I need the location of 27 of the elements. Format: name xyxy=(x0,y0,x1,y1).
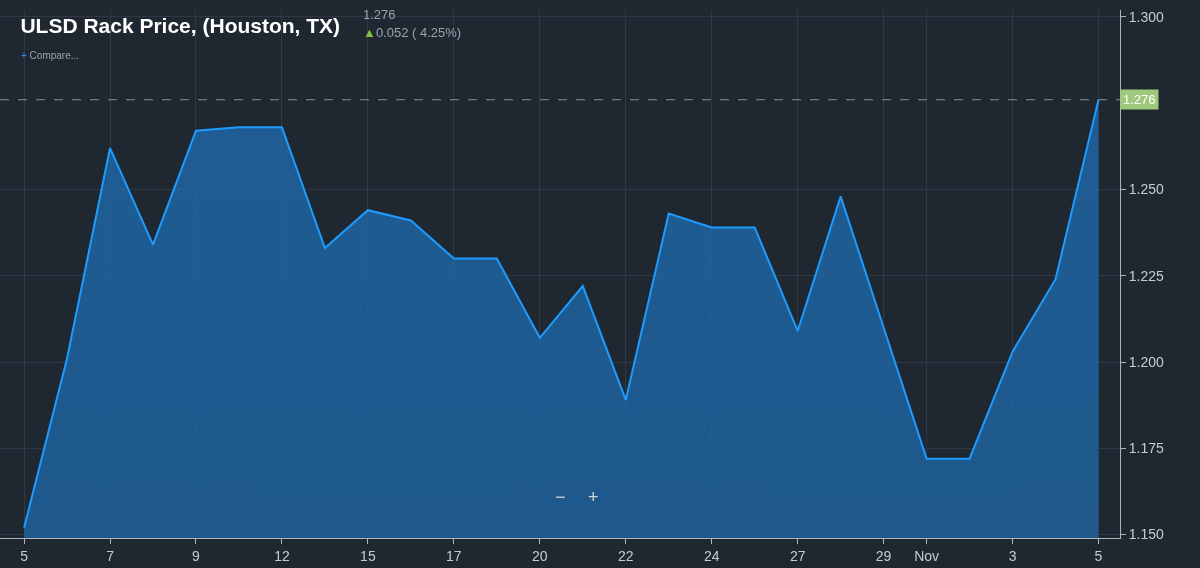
x-tick-label: 5 xyxy=(20,547,29,564)
x-tick-label: 22 xyxy=(617,547,634,564)
x-tick-label: 9 xyxy=(192,547,201,564)
ref-line-label: 1.276 xyxy=(1123,92,1156,107)
x-tick-label: 29 xyxy=(875,547,892,564)
y-tick-label: 1.175 xyxy=(1128,440,1165,457)
x-tick-label: 3 xyxy=(1008,547,1017,564)
y-tick-label: 1.200 xyxy=(1128,353,1165,370)
x-tick-label: 24 xyxy=(703,547,720,564)
annotation: − xyxy=(555,487,566,507)
y-tick-label: 1.250 xyxy=(1128,181,1165,198)
annotation: 1.276 xyxy=(363,7,396,22)
x-tick-label: 5 xyxy=(1094,547,1103,564)
y-tick-label: 1.300 xyxy=(1128,8,1165,25)
x-tick-label: 15 xyxy=(360,547,376,564)
annotation: + Compare... xyxy=(21,50,80,61)
y-tick-label: 1.225 xyxy=(1128,267,1165,284)
x-tick-label: 17 xyxy=(446,547,462,564)
x-tick-label: 7 xyxy=(106,547,115,564)
chart-title: ULSD Rack Price, (Houston, TX) xyxy=(20,13,341,37)
y-tick-label: 1.150 xyxy=(1128,526,1165,543)
x-tick-label: Nov xyxy=(914,547,940,564)
x-tick-label: 12 xyxy=(274,547,290,564)
x-tick-label: 27 xyxy=(789,547,806,564)
annotation: ▲0.052 ( 4.25%) xyxy=(363,25,462,40)
x-tick-label: 20 xyxy=(532,547,548,564)
annotation: + xyxy=(588,487,599,507)
